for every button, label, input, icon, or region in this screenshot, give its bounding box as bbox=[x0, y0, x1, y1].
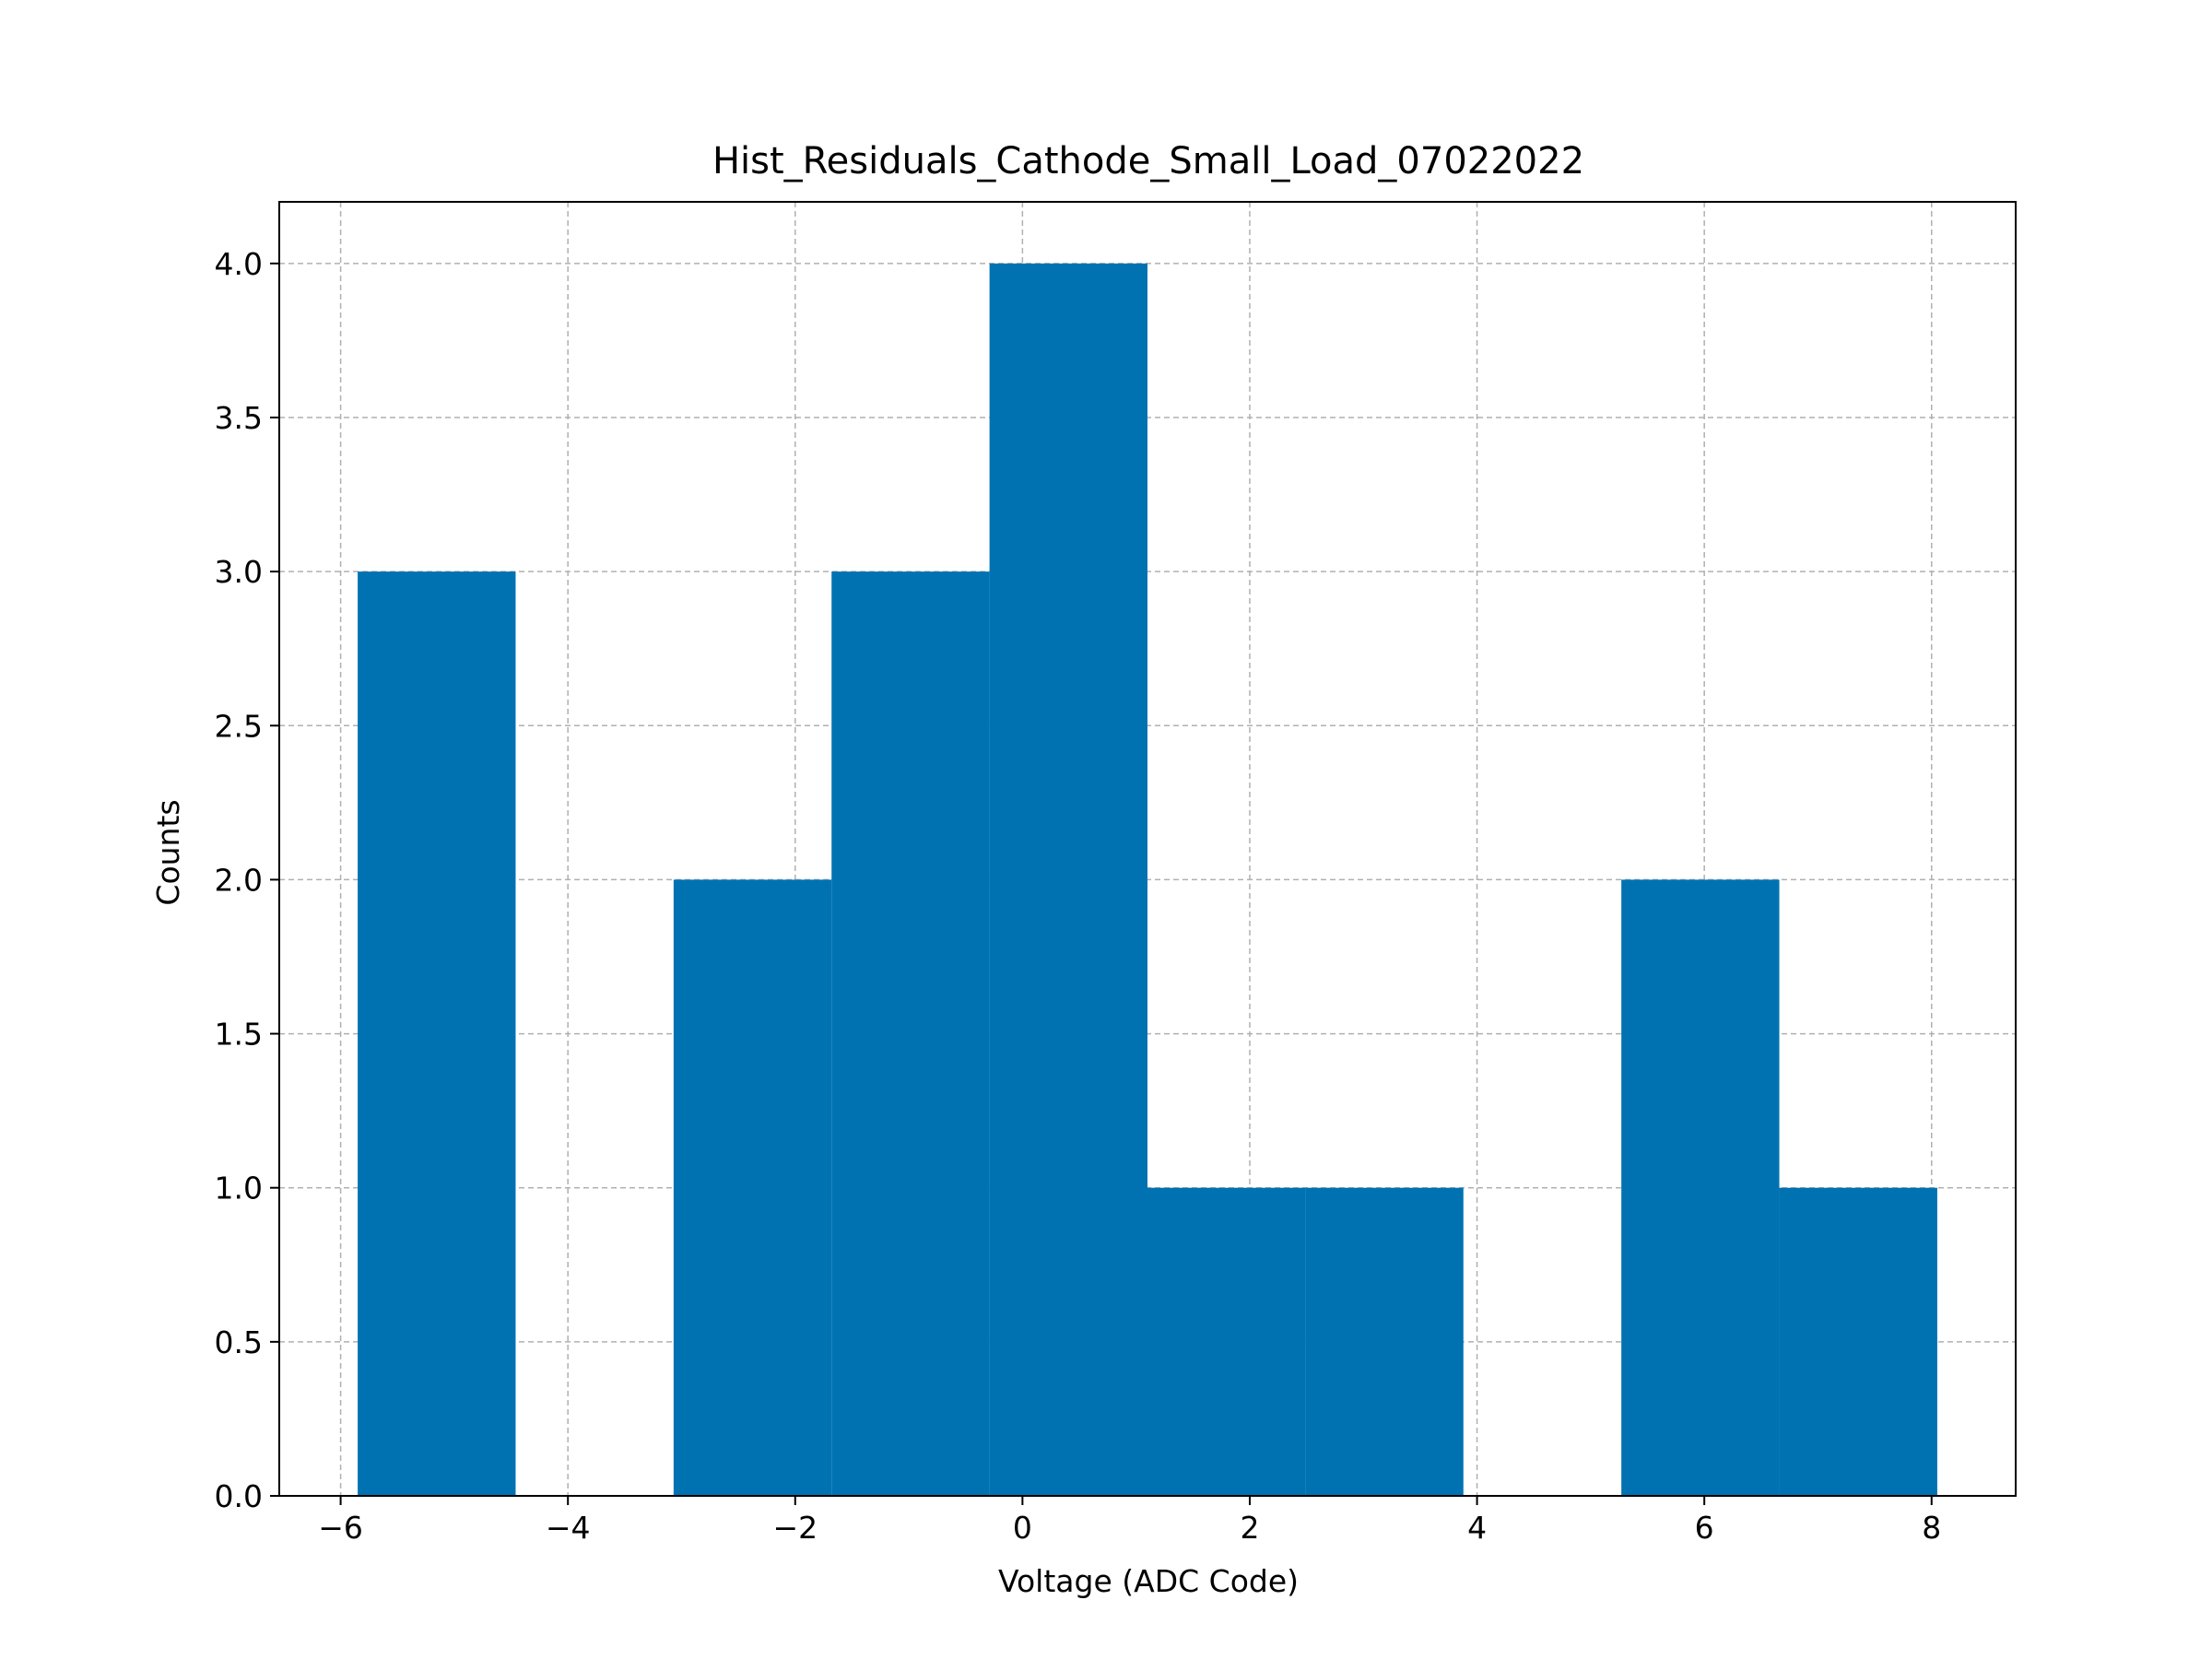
y-tick-label: 2.0 bbox=[215, 862, 263, 898]
histogram-bar bbox=[1779, 1187, 1937, 1496]
x-tick-label: 0 bbox=[1013, 1510, 1032, 1546]
y-tick-label: 3.5 bbox=[215, 400, 263, 436]
histogram-bar bbox=[1621, 879, 1780, 1496]
histogram-bar bbox=[673, 879, 832, 1496]
x-tick-label: −4 bbox=[546, 1510, 591, 1546]
y-tick-label: 0.5 bbox=[215, 1324, 263, 1360]
x-tick-label: −6 bbox=[318, 1510, 363, 1546]
histogram-bar bbox=[1305, 1187, 1464, 1496]
y-axis-label: Counts bbox=[150, 799, 186, 905]
x-tick-label: 4 bbox=[1467, 1510, 1487, 1546]
x-tick-label: 8 bbox=[1922, 1510, 1941, 1546]
plot-area-frame bbox=[278, 201, 2017, 1497]
y-tick-label: 1.0 bbox=[215, 1171, 263, 1206]
x-tick-label: 6 bbox=[1695, 1510, 1714, 1546]
histogram-bar bbox=[989, 263, 1147, 1496]
y-tick-label: 0.0 bbox=[215, 1478, 263, 1514]
x-axis-label: Voltage (ADC Code) bbox=[998, 1563, 1299, 1599]
y-tick-label: 2.5 bbox=[215, 708, 263, 744]
histogram-bars bbox=[358, 263, 1937, 1496]
y-tick-label: 3.0 bbox=[215, 554, 263, 590]
y-tick-label: 4.0 bbox=[215, 246, 263, 282]
histogram-bar bbox=[358, 571, 516, 1496]
chart-title: Hist_Residuals_Cathode_Small_Load_070220… bbox=[712, 140, 1584, 182]
histogram-bar bbox=[1147, 1187, 1306, 1496]
y-axis-ticks: 0.0 0.5 1.0 1.5 2.0 2.5 3.0 3.5 4.0 bbox=[215, 246, 279, 1514]
y-tick-label: 1.5 bbox=[215, 1017, 263, 1053]
x-tick-label: 2 bbox=[1240, 1510, 1259, 1546]
histogram-bar bbox=[831, 571, 990, 1496]
x-axis-ticks: −6 −4 −2 0 2 4 6 8 bbox=[318, 1496, 1941, 1546]
x-tick-label: −2 bbox=[772, 1510, 818, 1546]
